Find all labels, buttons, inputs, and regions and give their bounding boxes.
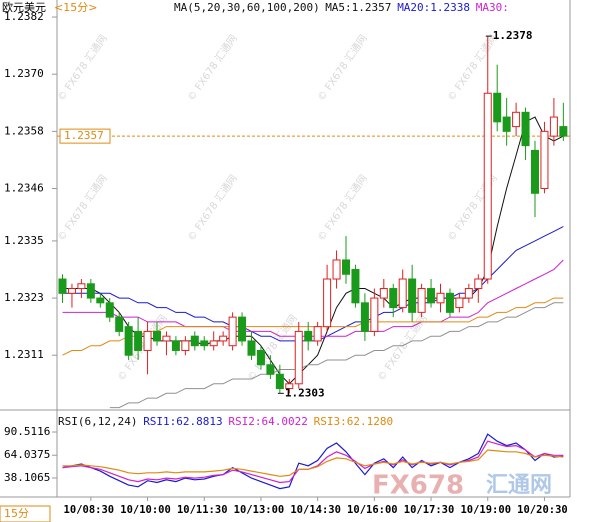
x-tick-label: 10/16:00 [347, 504, 398, 516]
y-tick-label: 1.2346 [4, 182, 44, 195]
candle-body [379, 288, 388, 299]
candle-body [436, 292, 445, 304]
candle-body [360, 302, 369, 332]
last-price-box [59, 128, 111, 144]
candle-body [370, 297, 379, 332]
candle-body [96, 297, 105, 304]
x-tick-label: 10/17:30 [404, 504, 455, 516]
candle-body [332, 259, 341, 280]
legend-entry: RSI(6,12,24) [58, 415, 137, 428]
candle-body [512, 111, 521, 128]
candle-body [181, 340, 190, 351]
legend-entry: MA5:1.2357 [325, 1, 391, 14]
candle-body [285, 383, 294, 390]
last-price-label: 1.2357 [64, 129, 104, 142]
candle-body [559, 126, 568, 137]
candle-body [549, 116, 558, 137]
legend-entry: MA30: [476, 1, 509, 14]
x-tick-label: 10/11:30 [177, 504, 228, 516]
y-tick-label: 1.2323 [4, 291, 44, 304]
candle-body [323, 278, 332, 328]
y-tick-label: 90.5116 [4, 425, 50, 438]
legend-entry: RSI2:64.0022 [228, 415, 307, 428]
candle-body [275, 373, 284, 390]
candle-body [304, 330, 313, 342]
ma-line [62, 259, 564, 337]
rsi-line [62, 433, 564, 490]
y-tick-label: 1.2370 [4, 67, 44, 80]
candle-body [171, 340, 180, 351]
candle-body [474, 278, 483, 290]
ma-line [109, 302, 564, 409]
candle-body [162, 335, 171, 342]
candle-body [313, 326, 322, 342]
candle-body [417, 288, 426, 313]
candle-body [105, 302, 114, 318]
candle-body [464, 288, 473, 299]
candle-body [540, 130, 549, 190]
candle-body [219, 335, 228, 342]
rsi-line [62, 449, 564, 477]
legend-entry: RSI1:62.8813 [143, 415, 222, 428]
x-tick-label: 10/14:30 [290, 504, 341, 516]
candle-body [238, 316, 247, 342]
candle-body [124, 326, 133, 356]
y-tick-label: 1.2335 [4, 234, 44, 247]
candle-body [190, 335, 199, 347]
period-tab-label[interactable]: 15分 [4, 507, 29, 520]
y-tick-label: 1.2311 [4, 348, 44, 361]
candle-body [143, 330, 152, 351]
candle-body [266, 364, 275, 375]
legend-entry: RSI3:62.1280 [314, 415, 393, 428]
x-tick-label: 10/08:30 [64, 504, 115, 516]
y-tick-label: 1.2382 [4, 10, 44, 23]
x-tick-label: 10/20:30 [517, 504, 568, 516]
candle-body [351, 268, 360, 304]
candle-body [455, 297, 464, 309]
chart-title: 欧元美元 [2, 1, 46, 14]
y-tick-label: 1.2358 [4, 124, 44, 137]
candle-body [256, 349, 265, 366]
period-tab[interactable] [0, 505, 51, 522]
x-tick-label: 10/19:00 [460, 504, 511, 516]
x-tick-label: 10/10:00 [120, 504, 171, 516]
candle-body [521, 111, 530, 147]
legend-entry: MA(5,20,30,60,100,200) [174, 1, 320, 14]
candle-body [58, 278, 67, 294]
candle-body [483, 92, 492, 280]
candle-body [67, 288, 76, 294]
candle-body [493, 92, 502, 123]
candle-body [115, 316, 124, 332]
candle-body [247, 340, 256, 356]
candle-body [153, 330, 161, 342]
candle-body [398, 278, 407, 309]
candle-body [502, 116, 511, 132]
candle-body [228, 316, 237, 347]
candle-body [200, 340, 209, 347]
candle-body [389, 288, 398, 309]
candle-body [408, 278, 417, 313]
annotation: 1.2378 [493, 29, 533, 42]
y-tick-label: 38.1065 [4, 471, 50, 484]
candle-body [342, 259, 350, 275]
candle-body [86, 283, 95, 299]
y-tick-label: 64.0375 [4, 448, 50, 461]
candle-body [134, 330, 143, 351]
candle-body [531, 149, 539, 194]
x-tick-label: 10/13:00 [234, 504, 285, 516]
logo-brand: FX678 [372, 471, 464, 501]
logo-name: 汇通网 [486, 473, 552, 498]
candle-body [209, 340, 218, 347]
candle-body [77, 283, 86, 290]
candle-body [294, 330, 303, 385]
candle-body [427, 288, 436, 304]
candle-body [445, 292, 454, 313]
chart-subtitle: <15分> [54, 1, 97, 14]
legend-entry: MA20:1.2338 [397, 1, 470, 14]
annotation: 1.2303 [285, 386, 325, 399]
plot: 1.2382 1.2370 1.2358 1.2346 1.2335 1.2323 1.23… [2, 1, 570, 516]
